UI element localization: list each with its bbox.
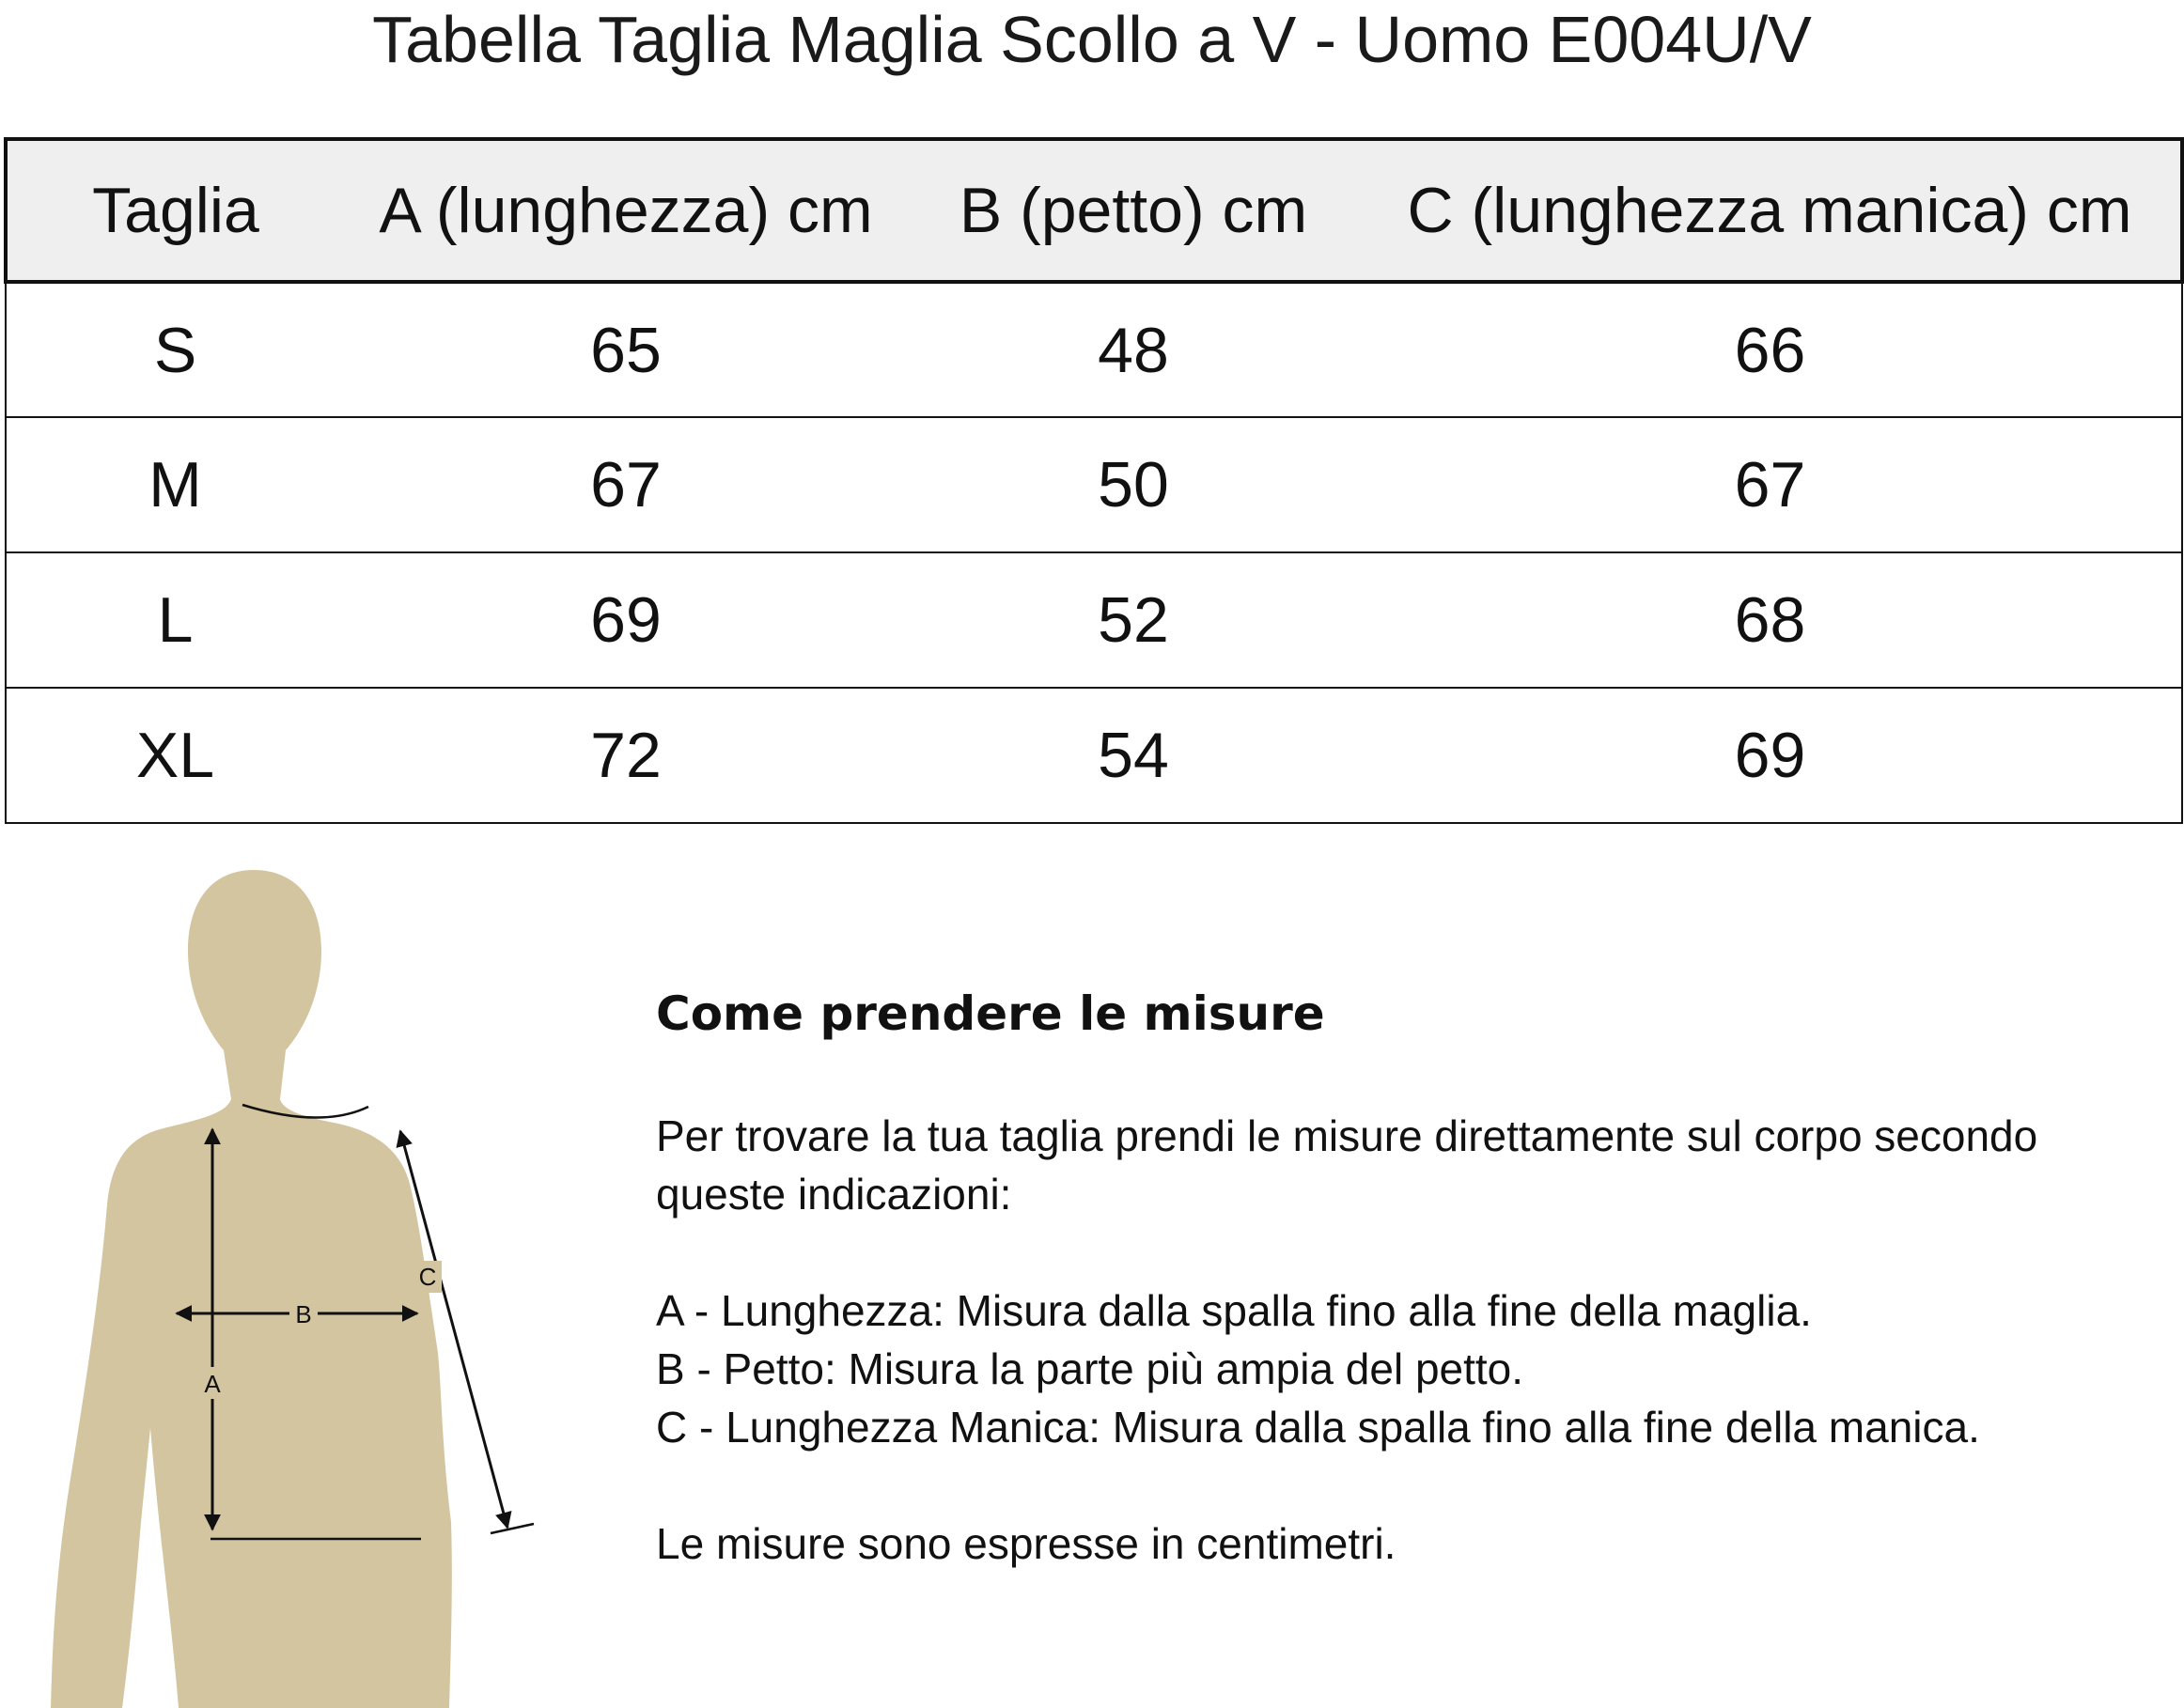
header-taglia: Taglia xyxy=(4,137,344,284)
size-table: Taglia A (lunghezza) cm B (petto) cm C (… xyxy=(4,137,2184,824)
b-cell: 48 xyxy=(908,282,1359,418)
instruction-b: B - Petto: Misura la parte più ampia del… xyxy=(656,1344,1524,1393)
units-note: Le misure sono espresse in centimetri. xyxy=(656,1519,1396,1568)
c-cell: 69 xyxy=(1359,688,2183,824)
b-cell: 52 xyxy=(908,552,1359,689)
a-cell: 69 xyxy=(344,552,908,689)
a-cell: 72 xyxy=(344,688,908,824)
instruction-a: A - Lunghezza: Misura dalla spalla fino … xyxy=(656,1286,1812,1335)
c-cell: 66 xyxy=(1359,282,2183,418)
header-a-lunghezza: A (lunghezza) cm xyxy=(344,137,908,284)
a-cell: 67 xyxy=(344,417,908,553)
table-row: M 67 50 67 xyxy=(5,417,2183,553)
arrow-c xyxy=(396,1129,512,1529)
label-c: C xyxy=(419,1263,437,1291)
cuff-line xyxy=(490,1522,535,1535)
size-cell: M xyxy=(5,417,344,553)
table-row: S 65 48 66 xyxy=(5,282,2183,418)
size-cell: L xyxy=(5,552,344,689)
label-a: A xyxy=(204,1370,221,1398)
b-cell: 54 xyxy=(908,688,1359,824)
body-measurement-figure: A B C xyxy=(38,864,564,1708)
body-silhouette xyxy=(51,870,452,1708)
instructions-heading: Come prendere le misure xyxy=(656,986,1325,1041)
measurement-instructions: Come prendere le misure Per trovare la t… xyxy=(656,977,2160,1573)
b-cell: 50 xyxy=(908,417,1359,553)
label-b: B xyxy=(295,1300,311,1328)
header-c-manica: C (lunghezza manica) cm xyxy=(1359,137,2184,284)
size-cell: XL xyxy=(5,688,344,824)
table-row: XL 72 54 69 xyxy=(5,688,2183,824)
a-cell: 65 xyxy=(344,282,908,418)
c-cell: 67 xyxy=(1359,417,2183,553)
header-b-petto: B (petto) cm xyxy=(908,137,1359,284)
page-title: Tabella Taglia Maglia Scollo a V - Uomo … xyxy=(372,3,1812,76)
intro-line-2: queste indicazioni: xyxy=(656,1170,1012,1219)
body-silhouette-icon: A B C xyxy=(51,870,535,1708)
c-cell: 68 xyxy=(1359,552,2183,689)
neckline-mark xyxy=(242,1103,369,1119)
instruction-c: C - Lunghezza Manica: Misura dalla spall… xyxy=(656,1403,1980,1452)
intro-line-1: Per trovare la tua taglia prendi le misu… xyxy=(656,1111,2038,1160)
size-cell: S xyxy=(5,282,344,418)
table-row: L 69 52 68 xyxy=(5,552,2183,689)
table-header-row: Taglia A (lunghezza) cm B (petto) cm C (… xyxy=(4,137,2184,284)
